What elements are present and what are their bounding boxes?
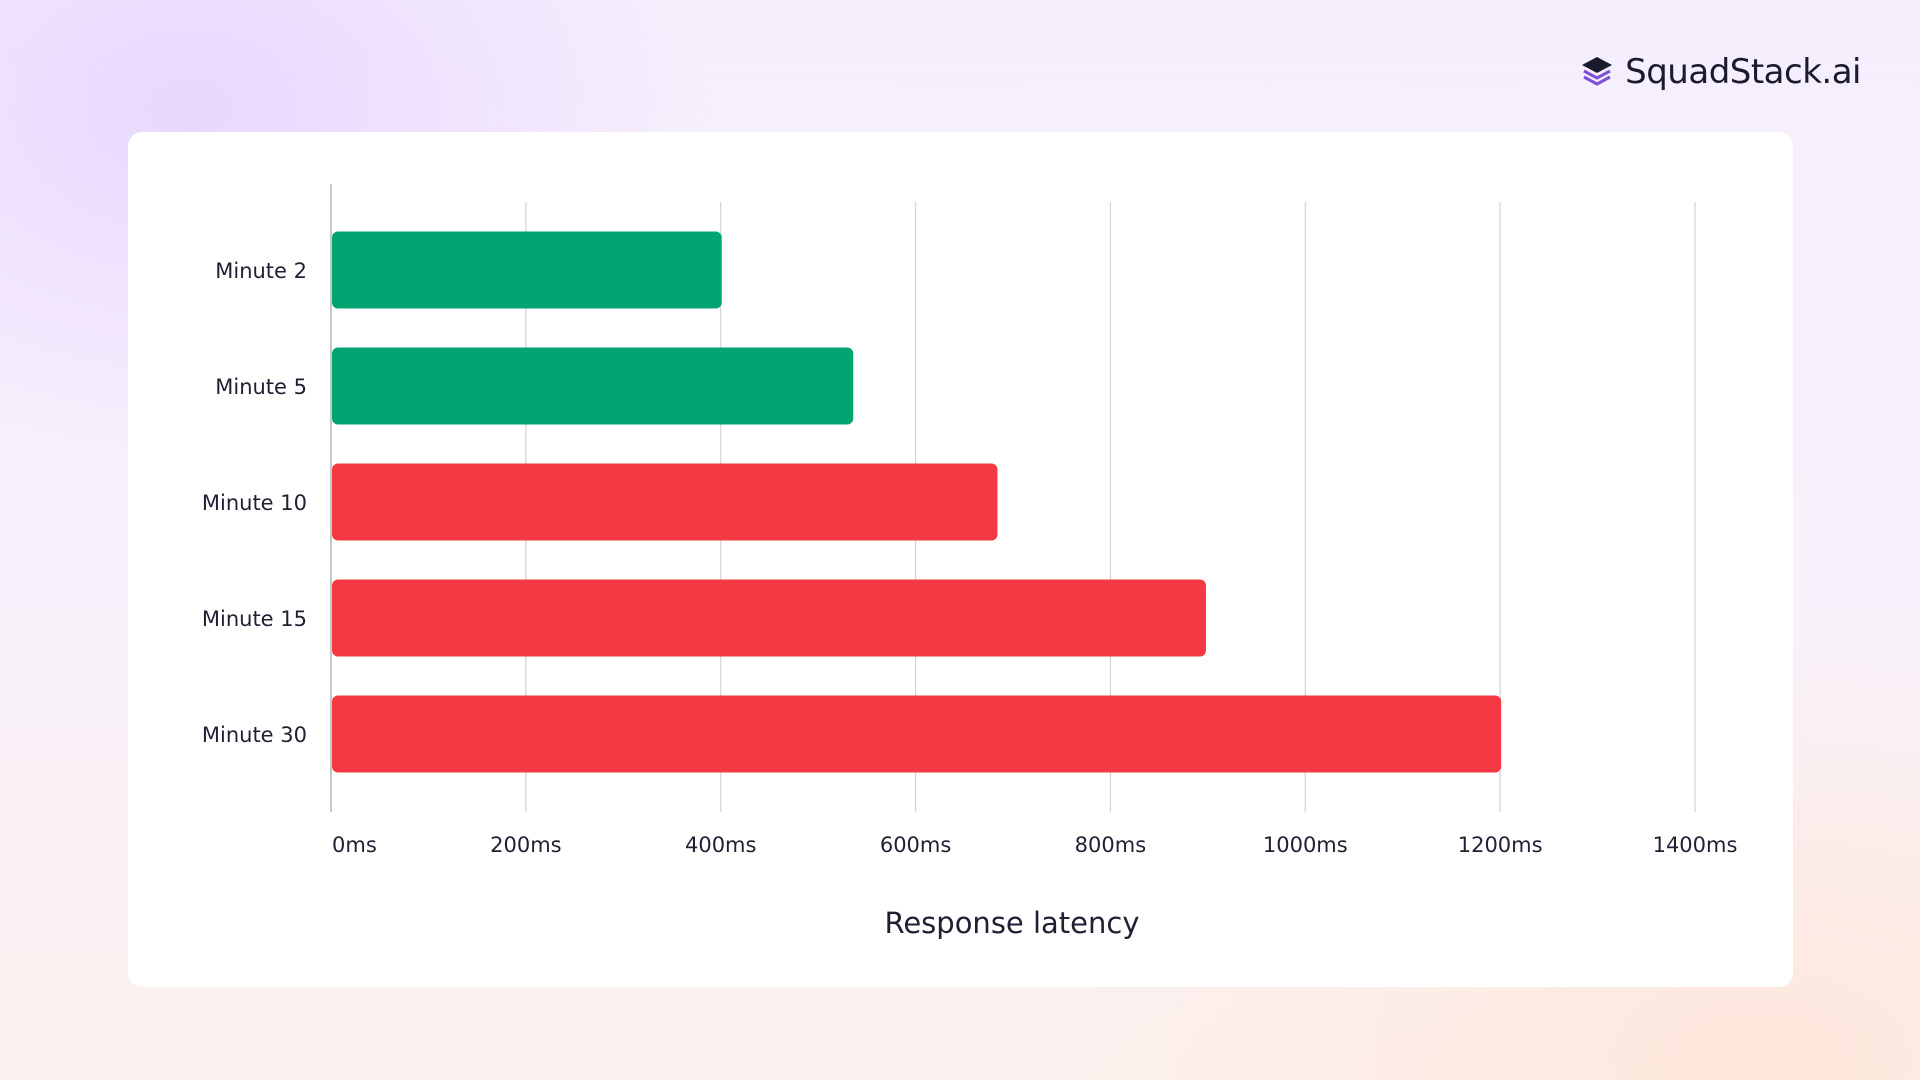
brand-logo: SquadStack.ai — [1579, 52, 1861, 92]
x-tick-label-1000: 1000ms — [1263, 833, 1348, 857]
bar-minute-10 — [332, 463, 998, 541]
brand-name: SquadStack.ai — [1625, 52, 1861, 92]
x-tick-label-200: 200ms — [490, 833, 561, 857]
bar-minute-5 — [332, 347, 854, 425]
bar-minute-2 — [332, 231, 722, 309]
bars — [332, 231, 1502, 773]
x-tick-label-1200: 1200ms — [1458, 833, 1543, 857]
layered-stack-icon — [1582, 57, 1613, 86]
x-tick-label-400: 400ms — [685, 833, 756, 857]
category-label-minute-10: Minute 10 — [202, 491, 307, 515]
bar-minute-15 — [332, 579, 1206, 657]
category-label-minute-5: Minute 5 — [215, 375, 307, 399]
bar-minute-30 — [332, 695, 1502, 773]
x-tick-label-1400: 1400ms — [1653, 833, 1738, 857]
x-tick-label-800: 800ms — [1075, 833, 1146, 857]
category-label-minute-15: Minute 15 — [202, 607, 307, 631]
x-axis-label: Response latency — [884, 906, 1139, 940]
chart-card: Minute 2 Minute 5 Minute 10 Minute 15 Minute… — [128, 132, 1793, 987]
category-labels: Minute 2 Minute 5 Minute 10 Minute 15 Minute… — [202, 259, 307, 747]
x-tick-label-600: 600ms — [880, 833, 951, 857]
category-label-minute-30: Minute 30 — [202, 723, 307, 747]
x-tick-label-0: 0ms — [332, 833, 377, 857]
category-label-minute-2: Minute 2 — [215, 259, 307, 283]
bar-chart: Minute 2 Minute 5 Minute 10 Minute 15 Minute… — [202, 184, 1737, 940]
x-tick-labels: 0ms 200ms 400ms 600ms 800ms 1000ms 1200ms 1400m… — [332, 833, 1737, 857]
